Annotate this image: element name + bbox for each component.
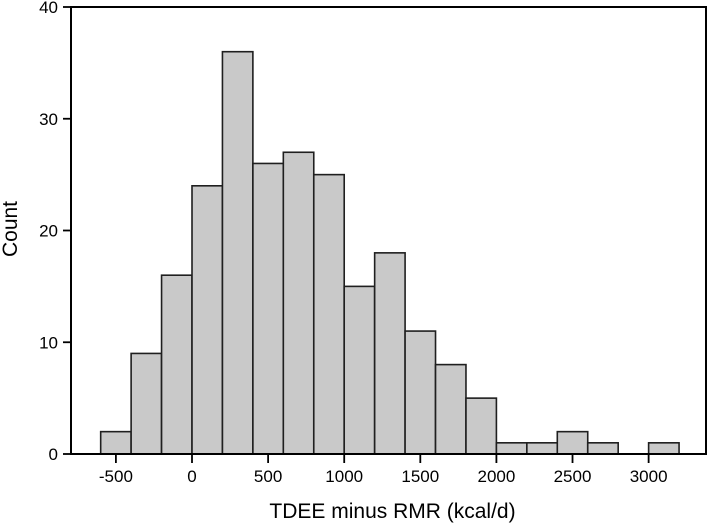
histogram-bar — [465, 397, 498, 455]
x-axis-tick-label: -500 — [99, 467, 133, 486]
histogram-bar — [495, 442, 528, 455]
histogram-bar — [526, 442, 559, 455]
histogram-bar — [191, 185, 224, 455]
histogram-bar — [434, 363, 467, 455]
histogram-bar — [160, 274, 193, 455]
histogram-bar — [282, 151, 315, 455]
y-axis-tick-label: 10 — [39, 333, 58, 352]
x-axis-tick-label: 1500 — [401, 467, 439, 486]
histogram-bar — [373, 252, 406, 455]
x-axis-tick-label: 3000 — [630, 467, 668, 486]
y-axis-tick-label: 0 — [49, 445, 58, 464]
x-axis-title: TDEE minus RMR (kcal/d) — [269, 500, 516, 523]
histogram-bar — [312, 173, 346, 455]
y-axis-tick-label: 20 — [39, 222, 58, 241]
histogram-bar — [130, 352, 163, 455]
histogram-bar — [99, 430, 132, 455]
x-axis-tick-label: 2000 — [477, 467, 515, 486]
histogram-bar — [586, 442, 619, 455]
x-axis-tick-label: 500 — [254, 467, 282, 486]
y-axis-tick-label: 30 — [39, 110, 58, 129]
x-axis-tick-label: 1000 — [325, 467, 363, 486]
histogram-bar — [647, 442, 680, 455]
histogram-bar — [252, 162, 285, 455]
x-axis-tick-label: 2500 — [554, 467, 592, 486]
plot-frame — [70, 6, 707, 455]
histogram-bar — [556, 430, 589, 455]
y-axis-tick-label: 40 — [39, 0, 58, 17]
histogram-bar — [221, 50, 254, 455]
histogram-bar — [404, 330, 437, 455]
histogram-bar — [343, 285, 376, 455]
y-axis-title: Count — [0, 200, 22, 258]
x-axis-tick-label: 0 — [187, 467, 196, 486]
